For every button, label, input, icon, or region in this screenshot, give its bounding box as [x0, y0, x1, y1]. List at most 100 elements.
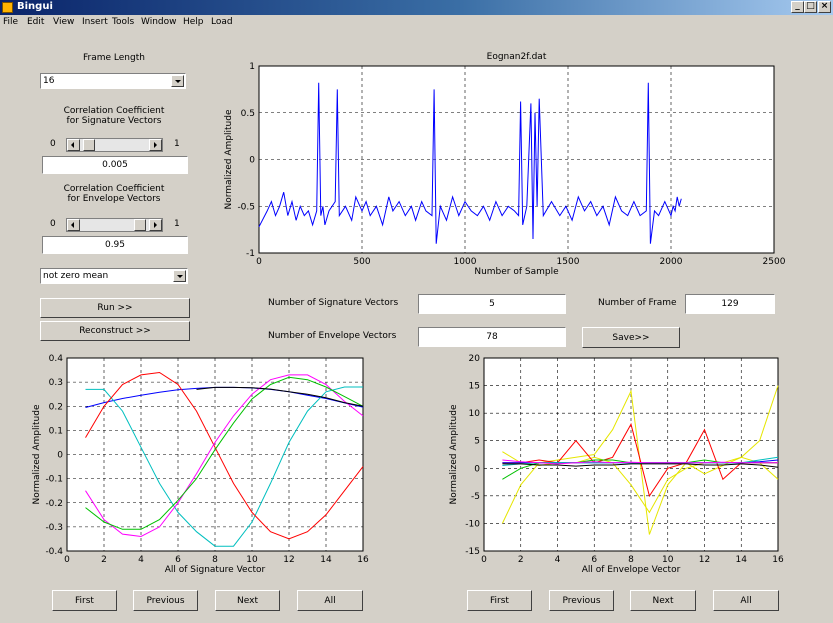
signature-y-tick-label: -0.1 — [45, 475, 63, 485]
menu-insert[interactable]: Insert — [82, 17, 108, 27]
menu-file[interactable]: File — [3, 17, 19, 27]
signal-x-tick-label: 1000 — [454, 257, 477, 267]
envelope-y-tick-label: 0 — [474, 464, 480, 474]
envelope-x-tick-label: 14 — [736, 555, 748, 565]
corr-sig-slider[interactable] — [66, 138, 163, 152]
left-first-button[interactable]: First — [52, 590, 117, 611]
envelope-y-tick-label: -10 — [465, 519, 480, 529]
mean-option-select[interactable]: not zero mean — [40, 268, 188, 284]
signature-x-tick-label: 2 — [101, 555, 107, 565]
envelope-plot-area — [483, 357, 779, 552]
signature-series-line — [85, 376, 364, 530]
signature-y-tick-label: 0.3 — [49, 378, 63, 388]
matlab-icon — [2, 2, 13, 13]
signature-plot-area — [66, 357, 364, 552]
reconstruct-button[interactable]: Reconstruct >> — [40, 321, 190, 341]
envelope-y-axis-label: Normalized Amplitude — [449, 404, 459, 504]
window-title: Bingui — [17, 1, 53, 12]
envelope-series-line — [502, 422, 778, 498]
frame-count-label: Number of Frame — [598, 298, 677, 308]
signature-x-tick-label: 8 — [212, 555, 218, 565]
right-next-button[interactable]: Next — [630, 590, 696, 611]
signal-y-tick-label: -0.5 — [237, 202, 255, 212]
signature-x-tick-label: 10 — [246, 555, 258, 565]
corr-sig-label-line2: for Signature Vectors — [66, 116, 162, 126]
signature-x-tick-label: 6 — [175, 555, 181, 565]
menu-window[interactable]: Window — [141, 17, 177, 27]
signature-series-line — [85, 371, 364, 540]
envelope-y-tick-label: 15 — [469, 382, 480, 392]
slider-right-arrow-icon[interactable] — [149, 139, 162, 151]
signature-y-tick-label: 0 — [57, 451, 63, 461]
signature-series-line — [85, 386, 364, 408]
left-next-button[interactable]: Next — [215, 590, 280, 611]
signature-series-line — [85, 386, 363, 547]
envelope-y-tick-label: -5 — [471, 492, 480, 502]
signal-x-tick-label: 0 — [256, 257, 262, 267]
envelope-x-tick-label: 10 — [662, 555, 674, 565]
envelope-x-tick-label: 6 — [591, 555, 597, 565]
signature-x-tick-label: 12 — [283, 555, 294, 565]
signature-x-tick-label: 16 — [357, 555, 369, 565]
corr-sig-min-label: 0 — [50, 139, 56, 149]
left-previous-button[interactable]: Previous — [133, 590, 198, 611]
signal-y-tick-label: 0.5 — [241, 109, 255, 119]
chevron-down-icon[interactable] — [171, 75, 184, 87]
corr-env-slider[interactable] — [66, 218, 163, 232]
chevron-down-icon[interactable] — [173, 270, 186, 282]
envelope-y-tick-label: 10 — [469, 409, 481, 419]
corr-env-value-field[interactable]: 0.95 — [42, 236, 188, 254]
envelope-x-tick-label: 16 — [772, 555, 784, 565]
save-button[interactable]: Save>> — [582, 327, 680, 348]
signal-chart-title: Eognan2f.dat — [487, 52, 547, 62]
frame-length-select[interactable]: 16 — [40, 73, 186, 89]
right-first-button[interactable]: First — [467, 590, 532, 611]
frame-count-field[interactable]: 129 — [685, 294, 775, 314]
right-previous-button[interactable]: Previous — [549, 590, 614, 611]
signature-x-tick-label: 14 — [320, 555, 332, 565]
envelope-x-tick-label: 12 — [699, 555, 710, 565]
envelope-series-line — [501, 385, 779, 535]
slider-thumb[interactable] — [82, 139, 95, 151]
run-button[interactable]: Run >> — [40, 298, 190, 318]
sig-vectors-label: Number of Signature Vectors — [268, 298, 399, 308]
signal-x-tick-label: 2000 — [660, 257, 683, 267]
title-bar: Bingui _ □ × — [0, 0, 833, 15]
menu-tools[interactable]: Tools — [112, 17, 135, 27]
mean-option-value: not zero mean — [43, 271, 109, 281]
corr-env-label-line1: Correlation Coefficient — [63, 184, 165, 194]
slider-left-arrow-icon[interactable] — [67, 139, 80, 151]
minimize-icon[interactable]: _ — [791, 1, 804, 13]
corr-sig-label-line1: Correlation Coefficient — [63, 106, 165, 116]
envelope-y-tick-label: -15 — [465, 547, 480, 557]
slider-left-arrow-icon[interactable] — [67, 219, 80, 231]
menu-view[interactable]: View — [53, 17, 75, 27]
left-all-button[interactable]: All — [297, 590, 363, 611]
menu-help[interactable]: Help — [183, 17, 204, 27]
signal-y-axis-label: Normalized Amplitude — [224, 109, 234, 209]
slider-thumb[interactable] — [134, 219, 147, 231]
signal-x-tick-label: 2500 — [763, 257, 786, 267]
envelope-series-line — [502, 459, 778, 480]
menu-edit[interactable]: Edit — [27, 17, 45, 27]
signature-y-tick-label: 0.4 — [49, 354, 64, 364]
sig-vectors-field[interactable]: 5 — [418, 294, 566, 314]
envelope-x-axis-label: All of Envelope Vector — [582, 565, 681, 575]
close-icon[interactable]: × — [818, 1, 831, 13]
slider-right-arrow-icon[interactable] — [149, 219, 162, 231]
envelope-series-line — [502, 451, 779, 514]
signature-series-line — [196, 386, 364, 407]
envelope-y-tick-label: 20 — [469, 354, 481, 364]
envelope-y-tick-label: 5 — [474, 437, 480, 447]
envelope-x-tick-label: 8 — [628, 555, 634, 565]
corr-sig-value-field[interactable]: 0.005 — [42, 156, 188, 174]
signature-x-tick-label: 4 — [138, 555, 144, 565]
right-all-button[interactable]: All — [713, 590, 779, 611]
signal-series-line — [258, 82, 682, 244]
frame-length-label: Frame Length — [83, 53, 145, 63]
maximize-icon[interactable]: □ — [804, 1, 817, 13]
signal-y-tick-label: 1 — [249, 62, 255, 72]
env-vectors-field[interactable]: 78 — [418, 327, 566, 347]
menu-load[interactable]: Load — [211, 17, 233, 27]
envelope-series-line — [502, 463, 779, 468]
